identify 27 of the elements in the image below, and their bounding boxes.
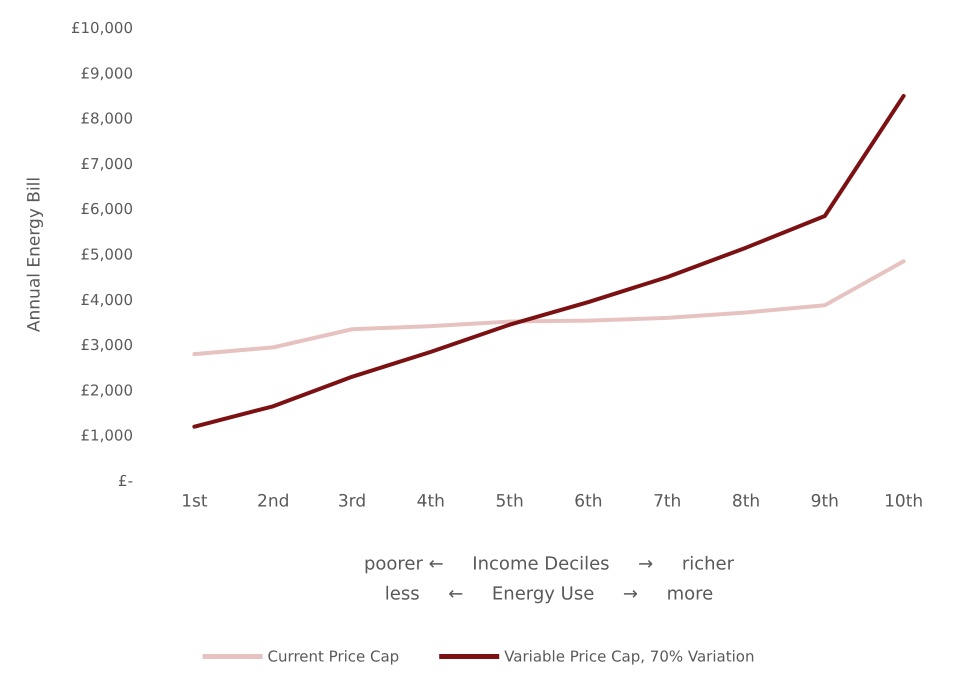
y-tick-label: £4,000	[80, 290, 133, 309]
y-tick-label: £6,000	[80, 200, 133, 218]
x-tick-label: 9th	[810, 492, 839, 512]
x-tick-label: 1st	[181, 492, 208, 512]
x-axis-title: poorer ← Income Deciles → richer less ← Energy Use → more	[364, 554, 735, 604]
x-tick-label: 8th	[732, 492, 760, 512]
y-tick-label: £1,000	[80, 426, 133, 445]
line-series	[192, 259, 906, 356]
y-tick-label: £3,000	[80, 336, 133, 354]
y-tick-label: £9,000	[80, 64, 133, 82]
y-axis-title: Annual Energy Bill	[24, 176, 44, 332]
x-tick-label: 2nd	[257, 492, 290, 512]
line-series	[192, 94, 906, 429]
y-tick-label: £7,000	[80, 154, 133, 173]
x-tick-label: 7th	[653, 492, 682, 512]
x-tick-label: 6th	[574, 492, 603, 512]
legend-label: Current Price Cap	[268, 648, 400, 666]
y-tick-label: £-	[118, 472, 133, 490]
legend-label: Variable Price Cap, 70% Variation	[504, 648, 754, 666]
y-tick-label: £10,000	[70, 19, 133, 37]
x-tick-label: 10th	[884, 492, 924, 512]
x-tick-label: 4th	[416, 492, 445, 512]
y-tick-label: £5,000	[80, 246, 133, 264]
y-tick-label: £8,000	[80, 110, 133, 128]
x-tick-label: 3rd	[338, 492, 366, 512]
y-tick-label: £2,000	[80, 381, 133, 400]
x-tick-label: 5th	[495, 492, 524, 512]
